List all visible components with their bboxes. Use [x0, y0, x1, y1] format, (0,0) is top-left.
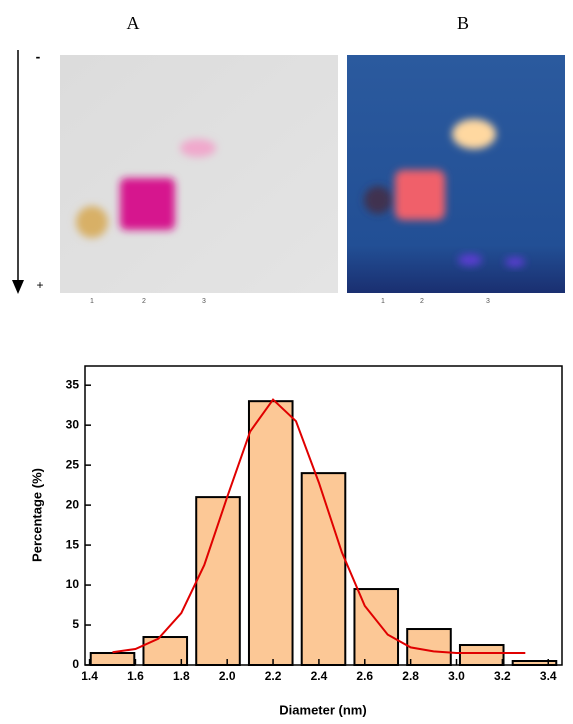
x-axis-label: Diameter (nm) [279, 702, 366, 717]
x-tick-label: 2.8 [402, 669, 419, 683]
lane-label: 1 [381, 298, 385, 305]
arrow-head [12, 280, 24, 294]
x-tick-label: 1.4 [81, 669, 98, 683]
gel-image-a [60, 55, 338, 293]
y-tick-label: 20 [66, 497, 80, 511]
fit-curve [112, 398, 526, 655]
x-tick-label: 3.4 [540, 669, 557, 683]
plus-sign: + [36, 278, 43, 292]
x-tick-label: 2.2 [265, 669, 282, 683]
plot-frame [84, 365, 563, 666]
y-tick-label: 25 [66, 457, 80, 471]
bar [353, 588, 400, 666]
x-tick-label: 2.4 [311, 669, 328, 683]
panel-title: A [127, 13, 140, 33]
histogram: 0 5 10 15 20 25 30 35 1.4 1.6 1.8 2.0 2.2 2.4 2.6 2.8 3.… [66, 365, 563, 683]
panel-title: B [457, 13, 469, 33]
bar [458, 644, 505, 666]
bar [247, 400, 294, 666]
lane-label: 2 [142, 298, 146, 305]
bar [89, 652, 136, 666]
y-tick-label: 5 [72, 617, 79, 631]
y-tick-label: 35 [66, 377, 80, 391]
lane-label: 2 [420, 298, 424, 305]
lane-label: 3 [202, 298, 206, 305]
y-tick-label: 10 [66, 577, 80, 591]
bar [142, 636, 189, 667]
minus-sign: - [36, 49, 41, 65]
x-tick-label: 1.8 [173, 669, 190, 683]
y-tick-label: 15 [66, 537, 80, 551]
y-axis-label: Percentage (%) [29, 468, 44, 562]
y-tick-label: 0 [72, 657, 79, 671]
x-tick-label: 2.0 [219, 669, 236, 683]
x-tick-label: 2.6 [356, 669, 373, 683]
x-tick-label: 3.2 [494, 669, 511, 683]
lane-label: 1 [90, 298, 94, 305]
bar [300, 472, 347, 667]
lane-label: 3 [486, 298, 490, 305]
gel-image-b [347, 55, 565, 293]
x-tick-label: 3.0 [448, 669, 465, 683]
y-tick-label: 30 [66, 417, 80, 431]
x-tick-label: 1.6 [127, 669, 144, 683]
